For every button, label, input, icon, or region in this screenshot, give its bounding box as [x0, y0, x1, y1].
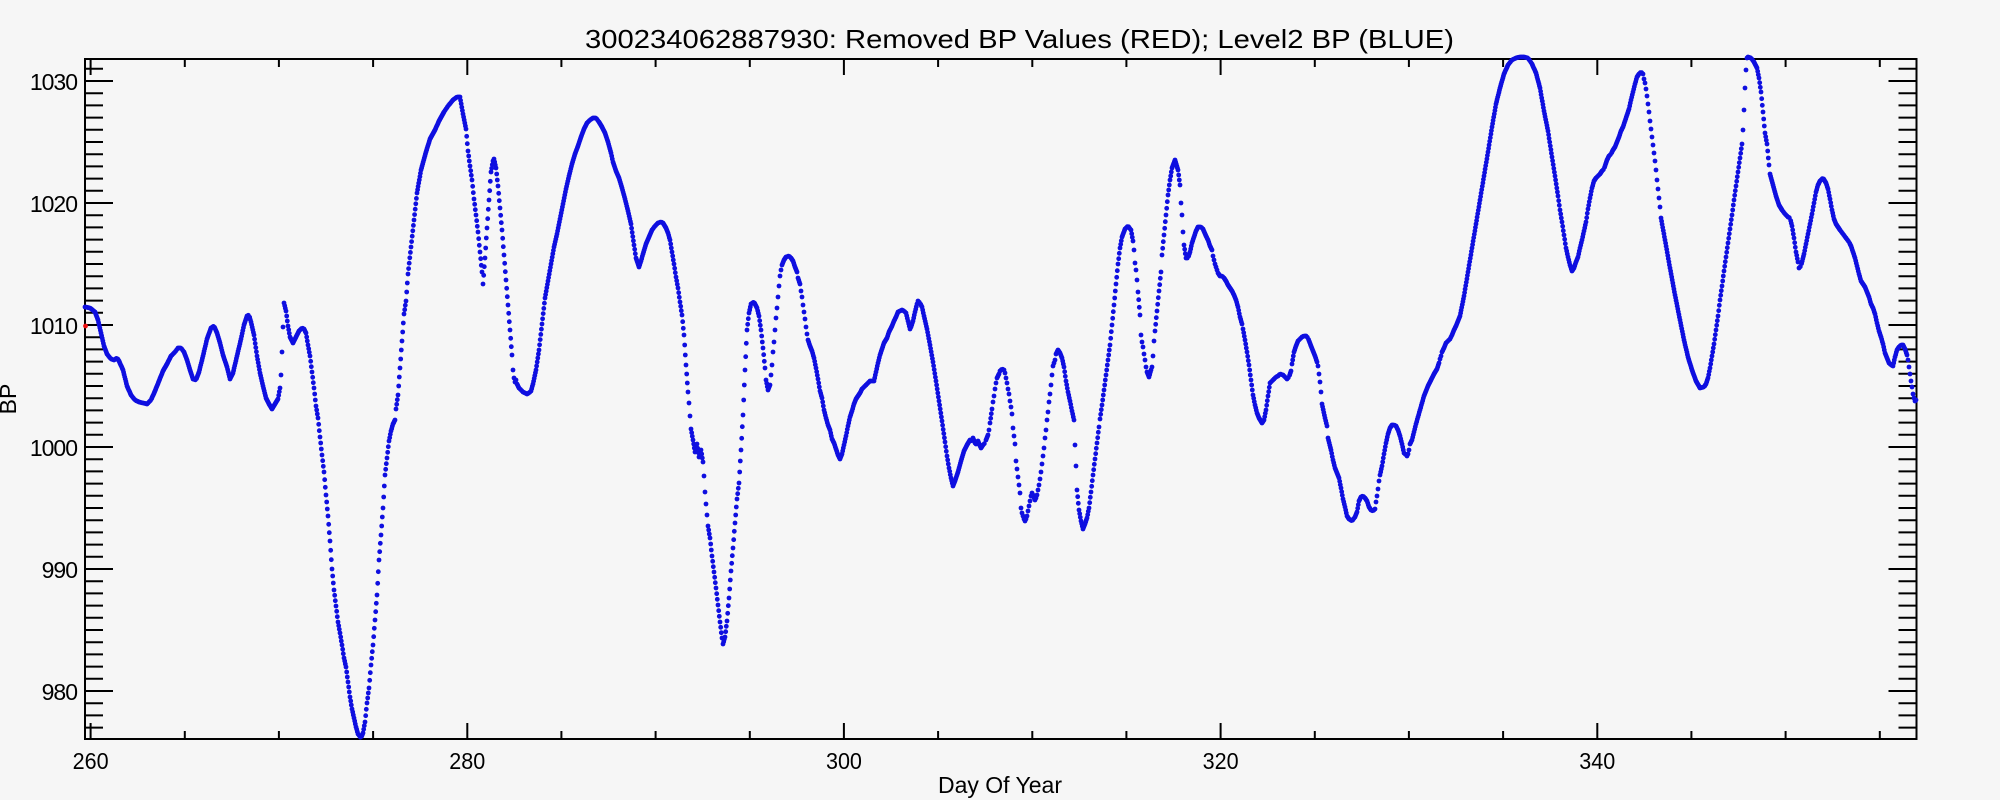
- svg-text:340: 340: [1579, 748, 1615, 774]
- svg-text:1030: 1030: [30, 69, 77, 95]
- svg-text:260: 260: [73, 748, 109, 774]
- svg-text:980: 980: [42, 679, 78, 705]
- svg-text:1010: 1010: [30, 313, 77, 339]
- svg-text:1020: 1020: [30, 191, 77, 217]
- svg-text:990: 990: [42, 557, 78, 583]
- svg-text:300234062887930: Removed BP Va: 300234062887930: Removed BP Values (RED)…: [585, 24, 1454, 54]
- svg-text:BP: BP: [0, 384, 21, 415]
- svg-text:1000: 1000: [30, 435, 77, 461]
- svg-text:Day Of Year: Day Of Year: [938, 772, 1062, 798]
- svg-text:320: 320: [1203, 748, 1239, 774]
- svg-text:280: 280: [449, 748, 485, 774]
- svg-text:300: 300: [826, 748, 862, 774]
